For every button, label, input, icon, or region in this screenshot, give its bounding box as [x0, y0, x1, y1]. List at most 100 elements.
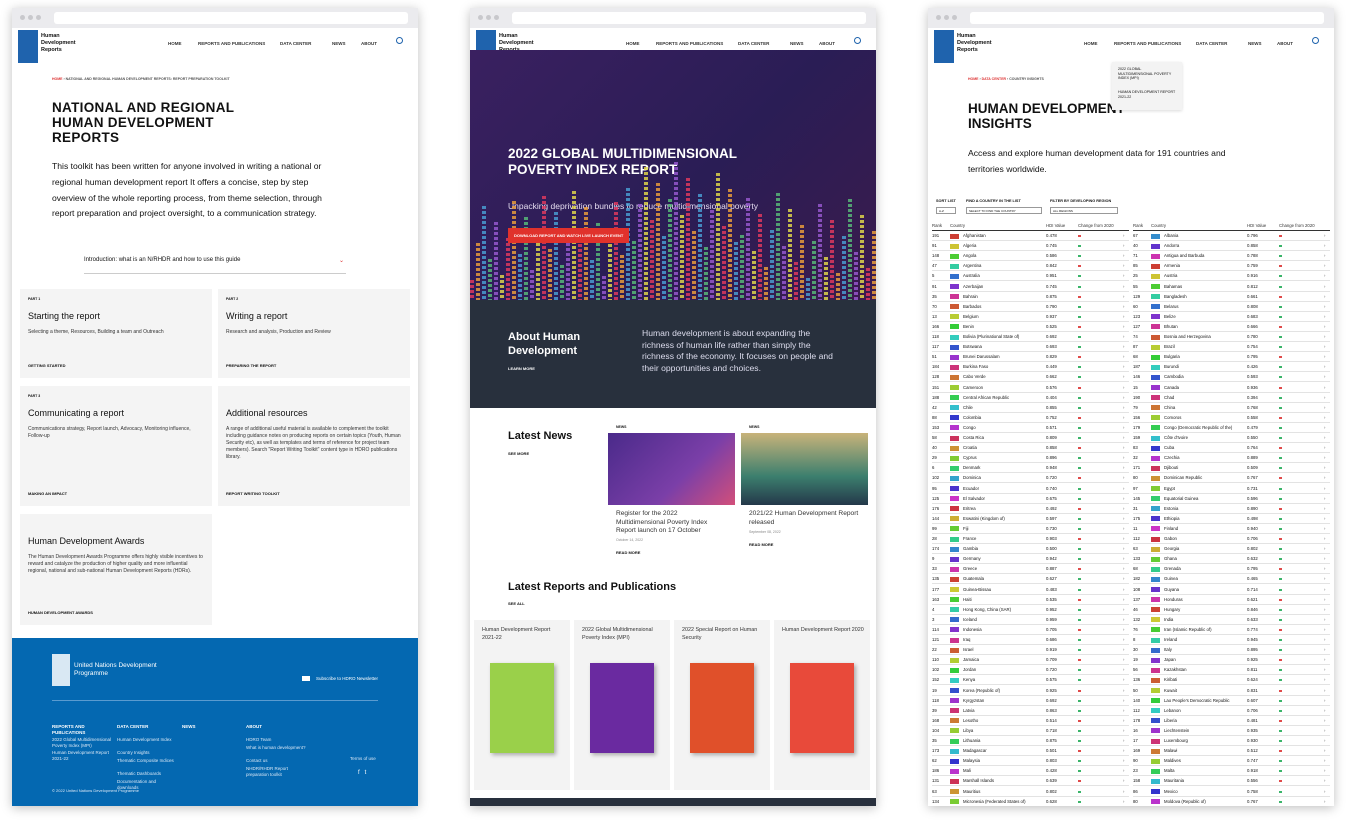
table-row[interactable]: 25 Austria 0.916 ›	[1133, 271, 1330, 282]
terms-link[interactable]: Terms of use	[350, 756, 376, 761]
chevron[interactable]: ›	[1123, 697, 1125, 703]
card-link[interactable]: PREPARING THE REPORT	[226, 363, 277, 368]
chevron[interactable]: ›	[1123, 798, 1125, 804]
chevron[interactable]: ›	[1324, 586, 1326, 592]
table-row[interactable]: 55 Bahamas 0.812 ›	[1133, 282, 1330, 292]
footer-link[interactable]: Human Development Index	[117, 737, 172, 742]
nav-item[interactable]: NEWS	[1248, 41, 1262, 46]
chevron[interactable]: ›	[1324, 323, 1326, 329]
chevron[interactable]: ›	[1324, 778, 1326, 784]
table-row[interactable]: 40 Andorra 0.858 ›	[1133, 241, 1330, 252]
newsletter-link[interactable]: Subscribe to HDRO Newsletter	[316, 676, 379, 681]
chevron[interactable]: ›	[1123, 374, 1125, 380]
table-row[interactable]: 76 Iran (Islamic Republic of) 0.774 ›	[1133, 625, 1330, 635]
table-row[interactable]: 15 Canada 0.936 ›	[1133, 383, 1330, 393]
table-row[interactable]: 166 Benin 0.525 ›	[932, 322, 1129, 332]
table-row[interactable]: 17 Luxembourg 0.930 ›	[1133, 736, 1330, 747]
table-row[interactable]: 129 Bangladesh 0.661 ›	[1133, 292, 1330, 302]
chevron[interactable]: ›	[1324, 647, 1326, 653]
nav-item[interactable]: HOME	[626, 41, 640, 46]
card-link[interactable]: GETTING STARTED	[28, 363, 66, 368]
table-row[interactable]: 132 India 0.633 ›	[1133, 615, 1330, 625]
chevron[interactable]: ›	[1123, 495, 1125, 501]
chevron[interactable]: ›	[1123, 647, 1125, 653]
table-row[interactable]: 29 Cyprus 0.896 ›	[932, 453, 1129, 464]
chevron[interactable]: ›	[1324, 667, 1326, 673]
table-row[interactable]: 80 Dominican Republic 0.767 ›	[1133, 473, 1330, 484]
table-row[interactable]: 144 Eswatini (Kingdom of) 0.597 ›	[932, 514, 1129, 524]
chevron[interactable]: ›	[1123, 253, 1125, 259]
table-row[interactable]: 86 Mexico 0.758 ›	[1133, 787, 1330, 797]
table-row[interactable]: 88 Colombia 0.752 ›	[932, 413, 1129, 423]
chevron[interactable]: ›	[1123, 465, 1125, 471]
table-row[interactable]: 114 Indonesia 0.705 ›	[932, 625, 1129, 635]
nav-item[interactable]: NEWS	[790, 41, 804, 46]
card-link[interactable]: HUMAN DEVELOPMENT AWARDS	[28, 610, 93, 615]
table-row[interactable]: 102 Jordan 0.720 ›	[932, 665, 1129, 676]
table-row[interactable]: 175 Ethiopia 0.498 ›	[1133, 514, 1330, 524]
table-row[interactable]: 145 Equatorial Guinea 0.596 ›	[1133, 494, 1330, 504]
table-row[interactable]: 117 Botswana 0.693 ›	[932, 342, 1129, 353]
chevron[interactable]: ›	[1123, 546, 1125, 552]
crumb[interactable]: HOME	[52, 77, 63, 81]
chevron[interactable]: ›	[1324, 566, 1326, 572]
about-link[interactable]: LEARN MORE	[508, 366, 535, 371]
table-row[interactable]: 19 Japan 0.925 ›	[1133, 655, 1330, 666]
chevron[interactable]: ›	[1123, 233, 1125, 238]
dropdown-item[interactable]: HUMAN DEVELOPMENT REPORT 2021-22	[1118, 90, 1176, 99]
chevron[interactable]: ›	[1324, 687, 1326, 693]
chevron[interactable]: ›	[1324, 374, 1326, 380]
chevron[interactable]: ›	[1324, 313, 1326, 319]
chevron[interactable]: ›	[1324, 717, 1326, 723]
chevron[interactable]: ›	[1123, 667, 1125, 673]
chevron[interactable]: ›	[1324, 798, 1326, 804]
chevron[interactable]: ›	[1324, 344, 1326, 350]
chevron[interactable]: ›	[1123, 556, 1125, 562]
logo[interactable]	[934, 30, 954, 63]
table-row[interactable]: 102 Dominica 0.720 ›	[932, 473, 1129, 484]
table-row[interactable]: 4 Hong Kong, China (SAR) 0.952 ›	[932, 605, 1129, 615]
chevron[interactable]: ›	[1123, 768, 1125, 774]
social-icons[interactable]: f t	[358, 770, 367, 776]
table-row[interactable]: 8 Ireland 0.945 ›	[1133, 635, 1330, 646]
table-row[interactable]: 137 Honduras 0.621 ›	[1133, 595, 1330, 605]
table-row[interactable]: 191 Afghanistan 0.478 ›	[932, 231, 1129, 242]
chevron[interactable]: ›	[1123, 677, 1125, 683]
card[interactable]: Additional resources A range of additiona…	[218, 386, 410, 506]
chevron[interactable]: ›	[1324, 727, 1326, 733]
chevron[interactable]: ›	[1123, 394, 1125, 400]
chevron[interactable]: ›	[1324, 435, 1326, 440]
dropdown-item[interactable]: 2022 GLOBAL MULTIDIMENSIONAL POVERTY IND…	[1118, 67, 1172, 81]
chevron[interactable]: ›	[1123, 505, 1125, 511]
filter-select[interactable]: A-Z	[936, 207, 956, 214]
chevron[interactable]: ›	[1123, 455, 1125, 461]
table-row[interactable]: 121 Iraq 0.686 ›	[932, 635, 1129, 646]
chevron[interactable]: ›	[1324, 233, 1326, 238]
accordion[interactable]: Introduction: what is an N/RHDR and how …	[84, 257, 346, 274]
chevron[interactable]: ›	[1123, 273, 1125, 279]
table-row[interactable]: 190 Chad 0.394 ›	[1133, 393, 1330, 403]
chevron[interactable]: ›	[1123, 596, 1125, 602]
hero-button[interactable]: DOWNLOAD REPORT AND WATCH LIVE LAUNCH EV…	[508, 228, 630, 243]
footer-link[interactable]: Documentation and downloads	[117, 779, 157, 790]
chevron[interactable]: ›	[1123, 748, 1125, 754]
chevron[interactable]: ›	[1123, 475, 1125, 481]
table-row[interactable]: 74 Bosnia and Herzegovina 0.780 ›	[1133, 332, 1330, 343]
table-row[interactable]: 50 Kuwait 0.831 ›	[1133, 686, 1330, 696]
chevron[interactable]: ›	[1123, 778, 1125, 784]
table-row[interactable]: 11 Finland 0.940 ›	[1133, 524, 1330, 534]
logo[interactable]	[18, 30, 38, 63]
table-row[interactable]: 136 Kiribati 0.624 ›	[1133, 675, 1330, 686]
chevron[interactable]: ›	[1324, 253, 1326, 259]
table-row[interactable]: 13 Belgium 0.937 ›	[932, 312, 1129, 322]
chevron[interactable]: ›	[1123, 414, 1125, 420]
table-row[interactable]: 127 Bhutan 0.666 ›	[1133, 322, 1330, 332]
table-row[interactable]: 35 Bahrain 0.875 ›	[932, 292, 1129, 302]
nav-item[interactable]: HOME	[168, 41, 182, 46]
table-row[interactable]: 68 Bulgaria 0.795 ›	[1133, 352, 1330, 363]
table-row[interactable]: 47 Argentina 0.842 ›	[932, 261, 1129, 272]
chevron[interactable]: ›	[1324, 364, 1326, 370]
table-row[interactable]: 112 Lebanon 0.706 ›	[1133, 706, 1330, 716]
chevron[interactable]: ›	[1123, 586, 1125, 592]
chevron[interactable]: ›	[1123, 727, 1125, 733]
